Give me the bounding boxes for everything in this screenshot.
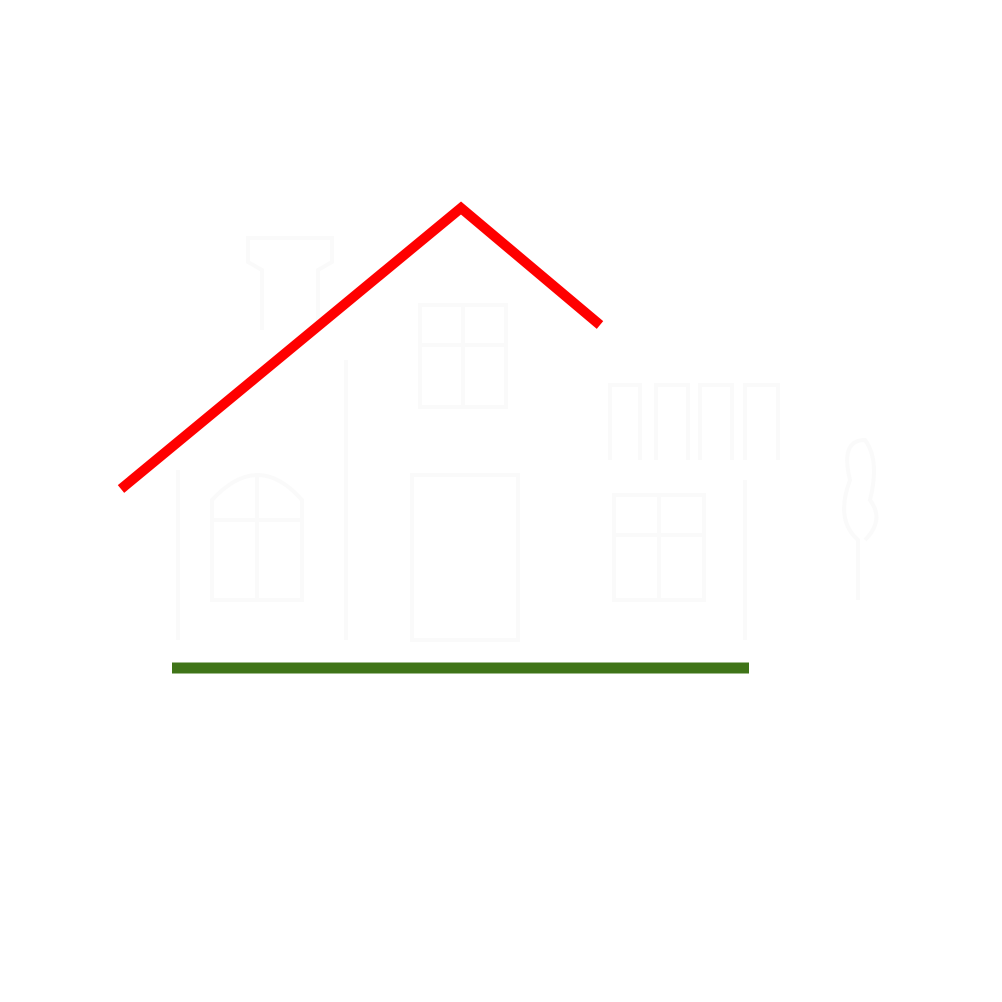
shrub-outline	[842, 437, 879, 600]
faint-house-outline	[176, 236, 879, 642]
roof-line	[117, 201, 604, 493]
left-window-outline	[210, 473, 304, 602]
chimney-outline	[246, 236, 334, 330]
door-outline	[410, 473, 520, 642]
right-window-muntin	[614, 495, 704, 600]
attic-window-muntin	[420, 305, 506, 407]
upper-right-windows-outline	[608, 383, 780, 460]
